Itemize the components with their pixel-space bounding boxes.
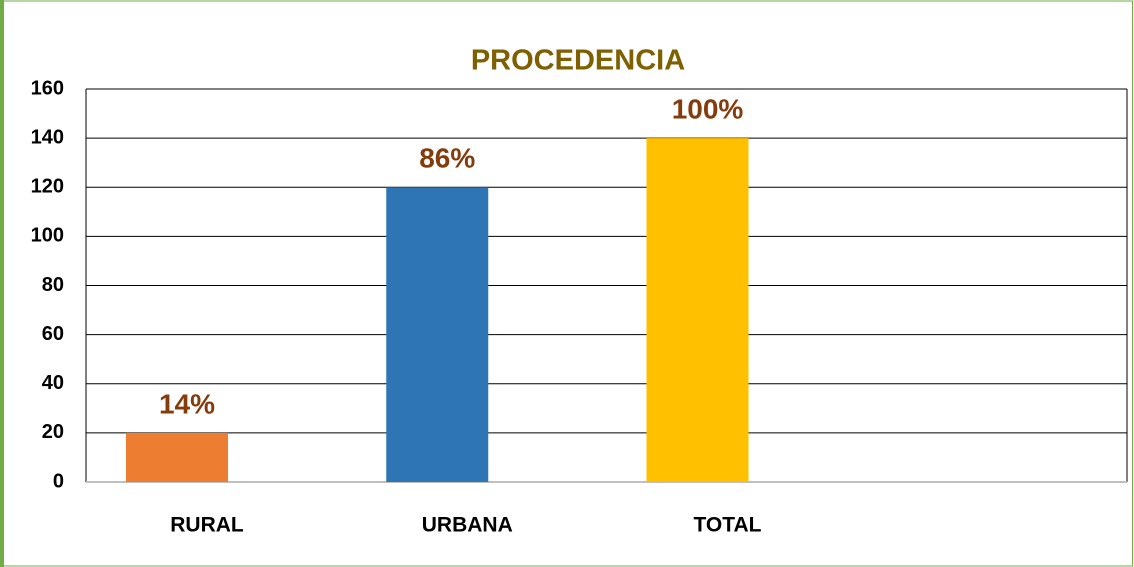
- data-label: 86%: [419, 143, 475, 174]
- y-tick-label: 60: [42, 323, 64, 345]
- bar: [646, 138, 749, 482]
- y-tick-label: 100: [31, 225, 64, 247]
- y-tick-label: 0: [53, 470, 64, 492]
- data-label: 100%: [672, 94, 744, 125]
- x-tick-label: RURAL: [170, 514, 244, 537]
- y-tick-label: 140: [31, 126, 64, 148]
- y-tick-label: 160: [31, 77, 64, 99]
- chart-title: PROCEDENCIA: [471, 45, 685, 77]
- x-tick-label: TOTAL: [693, 514, 761, 537]
- y-tick-label: 120: [31, 176, 64, 198]
- x-tick-label: URBANA: [422, 514, 513, 537]
- bar: [386, 187, 489, 482]
- y-tick-label: 80: [42, 274, 64, 296]
- y-tick-label: 20: [42, 421, 64, 443]
- data-label: 14%: [159, 388, 215, 419]
- bar: [126, 432, 228, 482]
- y-tick-label: 40: [42, 372, 64, 394]
